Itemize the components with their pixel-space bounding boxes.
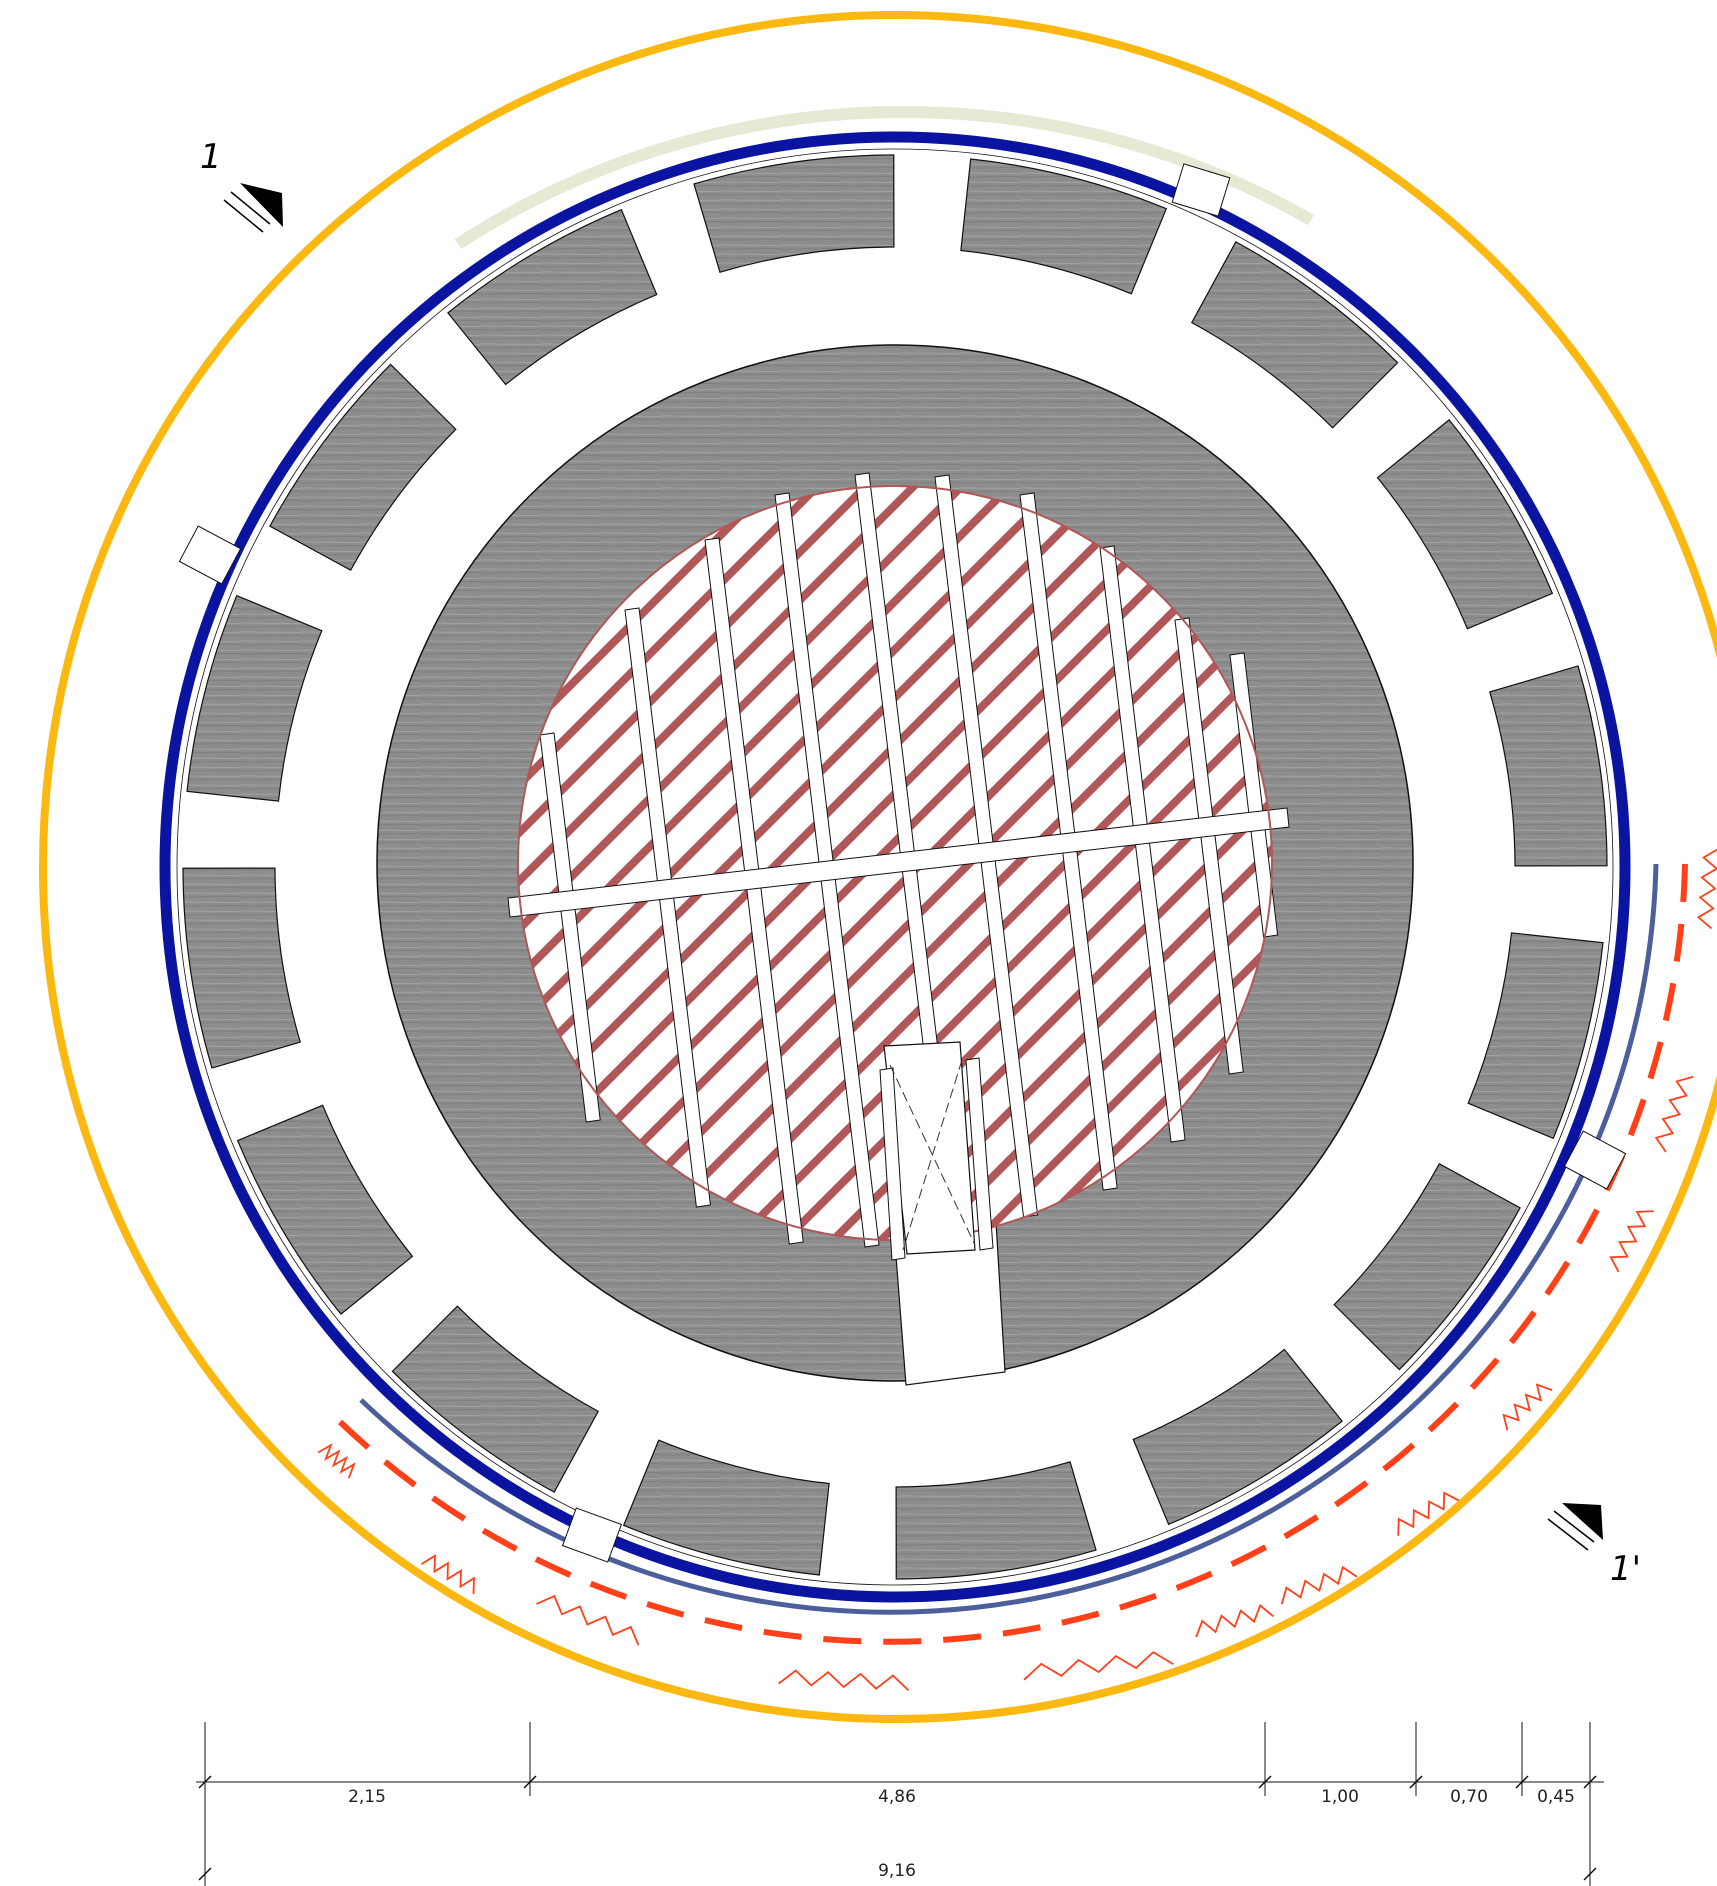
wall-block xyxy=(960,158,1168,295)
wall-block xyxy=(895,1461,1097,1580)
zigzag-marks xyxy=(317,848,1717,1692)
dimension-segment-4: 0,70 xyxy=(1450,1787,1488,1807)
beam xyxy=(539,732,601,1123)
zigzag-mark xyxy=(1609,1210,1654,1273)
wall-block xyxy=(1489,665,1608,867)
beam xyxy=(624,607,711,1208)
zigzag-mark xyxy=(1696,848,1717,930)
wall-block xyxy=(236,1104,414,1315)
frame-tabs xyxy=(178,163,1627,1563)
wall-block xyxy=(622,1439,830,1576)
section-label-end: 1' xyxy=(1610,1549,1641,1589)
section-mark-start: 1 xyxy=(200,137,283,233)
cross-beam xyxy=(507,807,1290,918)
zigzag-mark xyxy=(778,1669,910,1692)
zigzag-mark xyxy=(1502,1383,1553,1431)
zigzag-mark xyxy=(1280,1565,1358,1605)
wall-block xyxy=(693,154,895,273)
wall-blocks xyxy=(176,148,1614,1586)
wall-block xyxy=(391,1305,600,1493)
section-label-start: 1 xyxy=(200,137,222,177)
zigzag-mark xyxy=(1397,1491,1460,1536)
wall-block xyxy=(186,594,323,802)
dimension-total: 9,16 xyxy=(878,1861,916,1881)
wall-block xyxy=(269,363,457,572)
zigzag-mark xyxy=(536,1594,640,1646)
zigzag-mark xyxy=(421,1554,475,1595)
section-mark-end: 1' xyxy=(1547,1503,1641,1589)
beam xyxy=(704,537,804,1245)
zigzag-mark xyxy=(1023,1651,1174,1681)
dimension-chain xyxy=(196,1722,1604,1886)
dimension-segment-1: 2,15 xyxy=(348,1787,386,1807)
wall-block xyxy=(447,208,658,386)
dimension-segment-3: 1,00 xyxy=(1321,1787,1359,1807)
beam xyxy=(1229,652,1279,938)
blue-ring xyxy=(159,131,1631,1603)
wall-block xyxy=(1132,1348,1343,1526)
dimension-segment-5: 0,45 xyxy=(1537,1787,1575,1807)
pale-arc xyxy=(454,105,1314,250)
outer-ring xyxy=(39,11,1717,1723)
red-dashed-arc xyxy=(335,863,1688,1645)
dimension-segment-2: 4,86 xyxy=(878,1787,916,1807)
wall-block xyxy=(1333,1162,1521,1371)
beam xyxy=(1174,617,1244,1075)
entry-stair xyxy=(879,1041,994,1261)
wall-block xyxy=(1376,419,1554,630)
wall-block xyxy=(182,867,301,1069)
wall-block xyxy=(1190,241,1399,429)
zigzag-mark xyxy=(317,1442,356,1479)
wall-block xyxy=(1467,932,1604,1140)
zigzag-mark xyxy=(1654,1075,1694,1153)
outer-edge-line xyxy=(176,148,1614,1586)
zigzag-mark xyxy=(1195,1604,1274,1638)
